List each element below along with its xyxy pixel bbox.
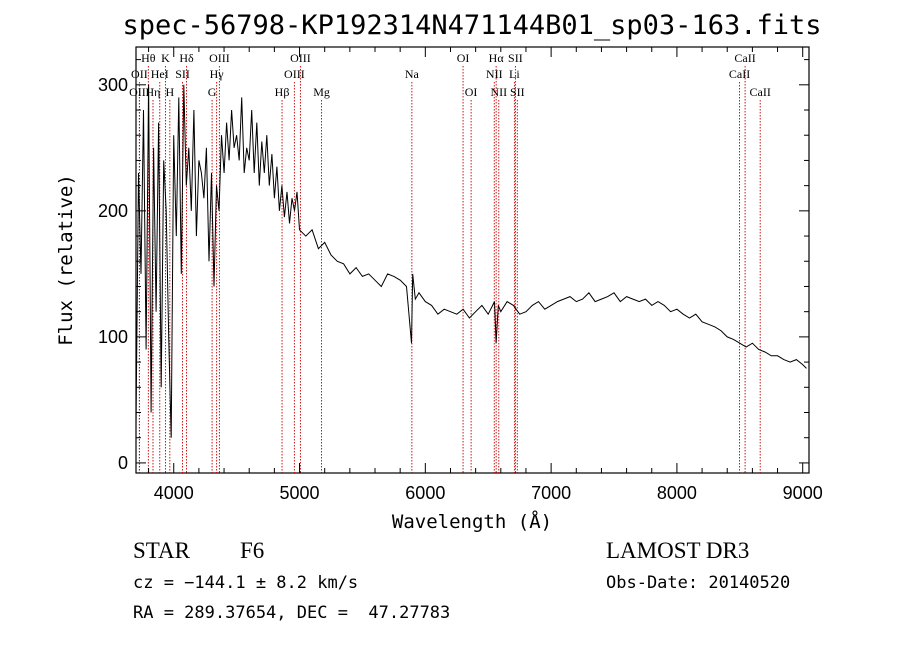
survey-name: LAMOST DR3: [606, 538, 750, 563]
spectral-line-label: OII: [131, 67, 148, 81]
spectral-line-label: OIII: [209, 51, 230, 65]
spectral-line-label: Hδ: [179, 51, 194, 65]
x-tick-label: 5000: [280, 483, 320, 503]
spectral-line-label: SII: [508, 51, 523, 65]
spectral-line-label: Mg: [313, 85, 330, 99]
spectral-line-label: H: [166, 85, 175, 99]
spectral-line-label: G: [208, 85, 217, 99]
spectral-line-label: K: [161, 51, 170, 65]
observation-date: Obs-Date: 20140520: [606, 573, 791, 593]
redshift-velocity: cz = −144.1 ± 8.2 km/s: [133, 573, 359, 593]
x-tick-label: 7000: [531, 483, 571, 503]
spectral-line-label: SII: [175, 67, 190, 81]
y-tick-label: 200: [98, 201, 128, 221]
spectral-line-label: CaII: [750, 85, 771, 99]
spectral-line-label: OIII: [129, 85, 150, 99]
spectral-line-label: Hη: [146, 85, 161, 99]
object-class: STAR: [133, 538, 190, 563]
x-tick-label: 6000: [405, 483, 445, 503]
spectral-line-label: OI: [465, 85, 478, 99]
spectral-line-label: SII: [510, 85, 525, 99]
x-tick-label: 4000: [154, 483, 194, 503]
x-axis-label: Wavelength (Å): [392, 510, 552, 533]
spectral-line-label: Li: [509, 67, 520, 81]
x-tick-label: 8000: [657, 483, 697, 503]
spectral-line-label: Na: [405, 67, 420, 81]
spectral-line-label: NII: [486, 67, 503, 81]
spectral-line-label: Hα: [489, 51, 505, 65]
y-tick-label: 100: [98, 327, 128, 347]
spectral-line-label: HeI: [151, 67, 169, 81]
spectral-line-label: CaII: [734, 51, 755, 65]
axis-ticks: 4000 5000 6000 7000 8000 9000 0 100 200 300: [98, 47, 823, 503]
spectral-line-label: OIII: [290, 51, 311, 65]
y-tick-label: 300: [98, 75, 128, 95]
spectral-line-label: OI: [457, 51, 470, 65]
plot-frame: [135, 46, 810, 474]
spectral-line-label: NII: [490, 85, 507, 99]
spectral-line-label: OIII: [284, 67, 305, 81]
chart-title: spec-56798-KP192314N471144B01_sp03-163.f…: [123, 10, 822, 41]
spectral-line-label: Hγ: [210, 67, 225, 81]
spectral-line-label: Hθ: [141, 51, 156, 65]
object-subclass: F6: [240, 538, 265, 563]
flux-series-line: [135, 84, 807, 438]
y-tick-label: 0: [118, 453, 128, 473]
y-axis-label: Flux (relative): [55, 174, 77, 346]
spectral-line-label: Hβ: [275, 85, 290, 99]
x-tick-label: 9000: [783, 483, 823, 503]
spectral-line-label: CaII: [729, 67, 750, 81]
coordinates: RA = 289.37654, DEC = 47.27783: [133, 603, 451, 623]
